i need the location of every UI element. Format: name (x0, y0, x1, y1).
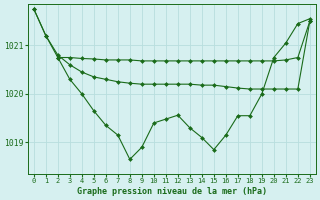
X-axis label: Graphe pression niveau de la mer (hPa): Graphe pression niveau de la mer (hPa) (77, 187, 267, 196)
